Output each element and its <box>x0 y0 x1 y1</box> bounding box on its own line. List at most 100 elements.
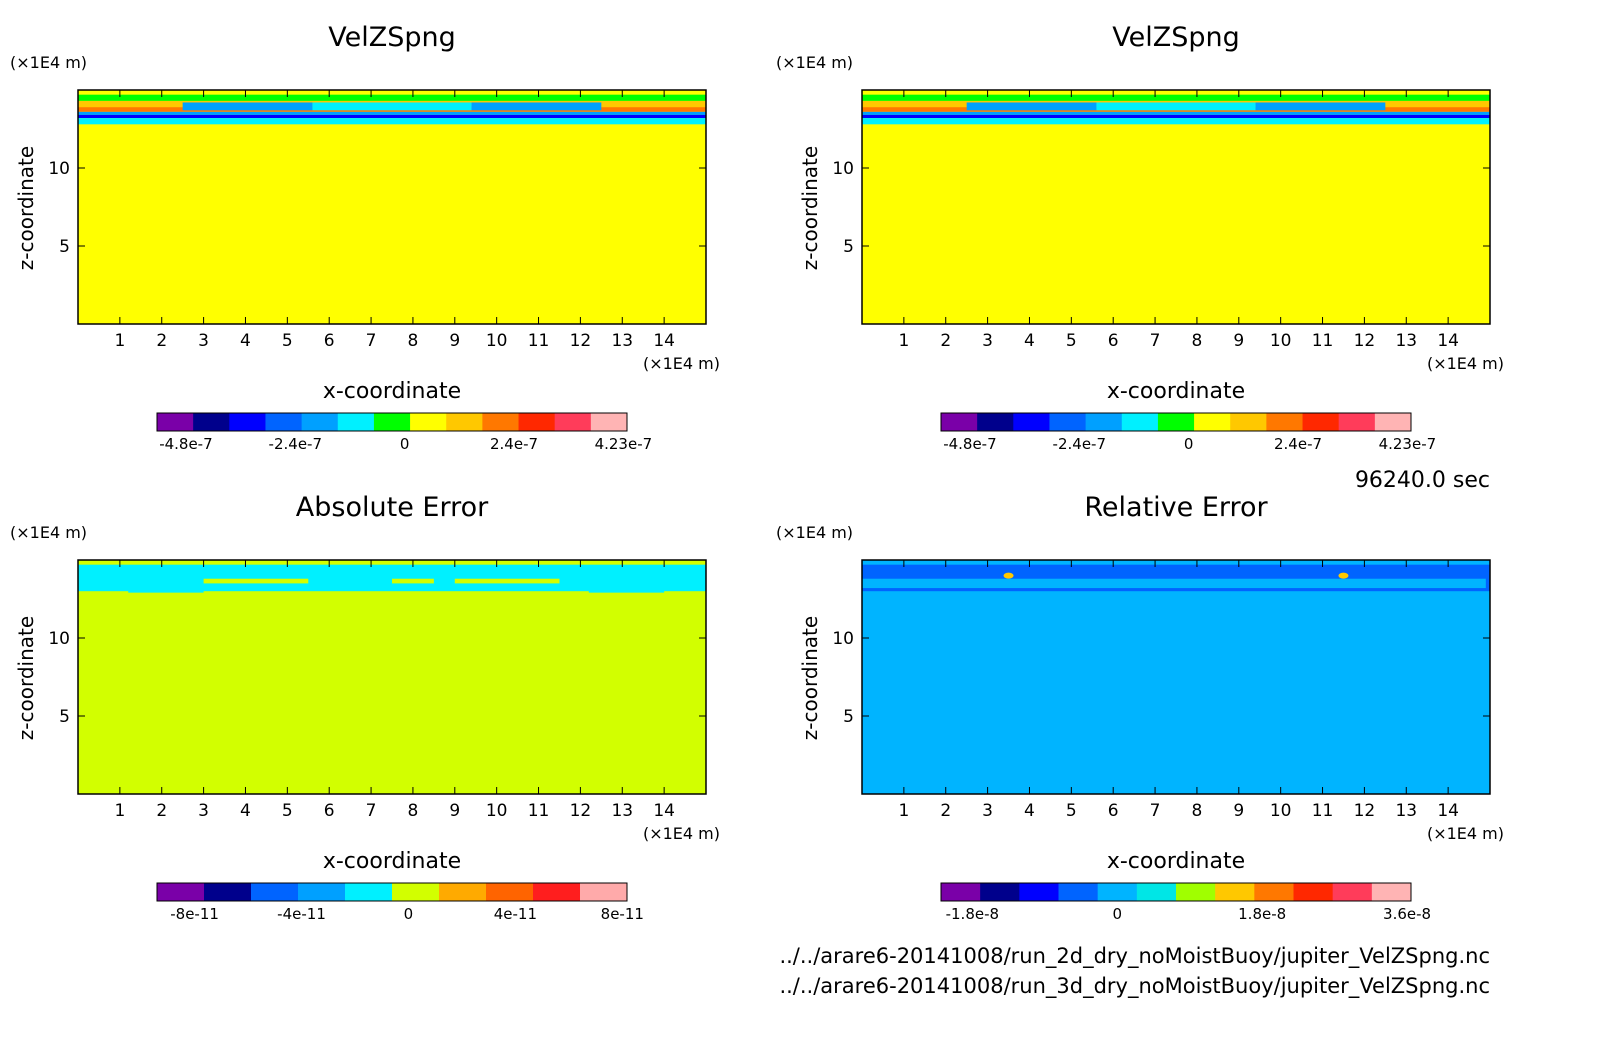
x-tick-label: 9 <box>1233 331 1244 351</box>
x-tick-label: 14 <box>1437 331 1459 351</box>
plot-frame <box>77 559 707 795</box>
y-tick-label: 10 <box>48 159 70 179</box>
colorbar-segment <box>301 413 339 431</box>
colorbar-segment <box>1371 883 1412 901</box>
x-tick-label: 11 <box>528 331 550 351</box>
colorbar: -4.8e-7 -2.4e-7 0 2.4e-7 4.23e-7 <box>156 412 653 453</box>
field-background <box>78 90 706 324</box>
x-tick-label: 6 <box>324 801 335 821</box>
x-unit-label: (×1E4 m) <box>1427 354 1504 373</box>
panel-title: VelZSpng <box>328 22 456 53</box>
x-tick-label: 5 <box>1066 331 1077 351</box>
x-tick-label: 11 <box>1312 801 1334 821</box>
x-tick-label: 5 <box>282 801 293 821</box>
x-tick-label: 11 <box>1312 331 1334 351</box>
colorbar-tick-label: -2.4e-7 <box>269 435 322 453</box>
x-tick-label: 12 <box>570 801 592 821</box>
band-layer-5 <box>862 118 1490 125</box>
x-tick-label: 2 <box>156 331 167 351</box>
band-layer-3 <box>862 111 1490 115</box>
colorbar-segment <box>533 883 581 901</box>
x-tick-label: 2 <box>940 331 951 351</box>
z-unit-label: (×1E4 m) <box>776 53 853 72</box>
plot-frame <box>861 89 1491 325</box>
x-tick-label: 12 <box>1354 331 1376 351</box>
x-tick-label: 8 <box>1192 801 1203 821</box>
band-layer-0 <box>78 94 706 101</box>
x-tick-label: 2 <box>940 801 951 821</box>
x-tick-label: 4 <box>240 801 251 821</box>
colorbar-segment <box>1176 883 1216 901</box>
file-path-1: ../../arare6-20141008/run_2d_dry_noMoist… <box>779 944 1490 969</box>
error-patch-2 <box>454 578 560 584</box>
band-layer-3 <box>78 111 706 115</box>
x-tick-label: 1 <box>898 801 909 821</box>
plot-frame <box>77 89 707 325</box>
colorbar-segment <box>1136 883 1177 901</box>
x-tick-label: 1 <box>898 331 909 351</box>
x-tick-label: 4 <box>1024 801 1035 821</box>
x-tick-label: 7 <box>366 331 377 351</box>
x-tick-label: 8 <box>408 801 419 821</box>
colorbar: -8e-11 -4e-11 0 4e-11 8e-11 <box>156 882 644 923</box>
colorbar-tick-label: -4e-11 <box>277 905 326 923</box>
x-tick-label: 3 <box>198 801 209 821</box>
y-tick-label: 10 <box>48 629 70 649</box>
colorbar-segment <box>941 883 981 901</box>
x-tick-label: 5 <box>1066 801 1077 821</box>
band-layer-4 <box>862 114 1490 119</box>
x-tick-label: 10 <box>486 801 508 821</box>
z-axis-label: z-coordinate <box>798 616 822 740</box>
z-unit-label: (×1E4 m) <box>776 523 853 542</box>
wave-feature-1 <box>312 102 472 111</box>
colorbar-segment <box>941 413 978 431</box>
x-tick-label: 10 <box>486 331 508 351</box>
colorbar-segment <box>373 413 411 431</box>
x-tick-label: 6 <box>1108 801 1119 821</box>
colorbar: -1.8e-8 0 1.8e-8 3.6e-8 <box>940 882 1431 923</box>
y-tick-label: 10 <box>832 629 854 649</box>
x-tick-label: 13 <box>1395 331 1417 351</box>
colorbar-segment <box>1374 413 1412 431</box>
colorbar-segment <box>204 883 252 901</box>
colorbar-segment <box>1266 413 1304 431</box>
y-tick-label: 5 <box>59 237 70 257</box>
colorbar-segment <box>1302 413 1340 431</box>
colorbar-segment <box>1254 883 1294 901</box>
panel-title: VelZSpng <box>1112 22 1240 53</box>
colorbar-segment <box>580 883 628 901</box>
x-tick-label: 2 <box>156 801 167 821</box>
x-tick-label: 7 <box>1150 331 1161 351</box>
band-layer-0 <box>862 94 1490 101</box>
x-tick-label: 14 <box>653 801 675 821</box>
colorbar-segment <box>1085 413 1123 431</box>
z-axis-label: z-coordinate <box>798 146 822 270</box>
colorbar-segment <box>1194 413 1231 431</box>
colorbar-segment <box>977 413 1014 431</box>
x-tick-label: 3 <box>982 801 993 821</box>
band-layer-4 <box>78 114 706 119</box>
colorbar-tick-label: 4.23e-7 <box>595 435 653 453</box>
error-band-0 <box>862 578 1486 589</box>
error-patch-1 <box>392 578 434 584</box>
x-tick-label: 5 <box>282 331 293 351</box>
z-axis-label: z-coordinate <box>14 146 38 270</box>
x-unit-label: (×1E4 m) <box>643 354 720 373</box>
wave-feature-0 <box>182 102 313 111</box>
x-tick-label: 12 <box>570 331 592 351</box>
colorbar-segment <box>1157 413 1195 431</box>
colorbar-segment <box>392 883 440 901</box>
field-background <box>78 560 706 794</box>
colorbar-segment <box>1121 413 1159 431</box>
wave-feature-2 <box>471 102 602 111</box>
x-unit-label: (×1E4 m) <box>1427 824 1504 843</box>
error-spot-0 <box>1003 572 1014 579</box>
x-tick-label: 7 <box>1150 801 1161 821</box>
colorbar-frame <box>940 882 1412 902</box>
